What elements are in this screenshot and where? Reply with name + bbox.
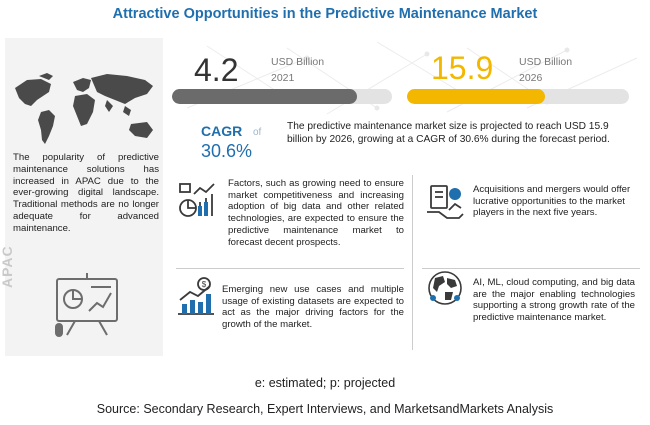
cagr-of-text: of bbox=[253, 127, 262, 138]
horizontal-divider-left bbox=[176, 268, 404, 269]
market-value-2026: 15.9 bbox=[431, 50, 494, 86]
apac-description: The popularity of predictive maintenance… bbox=[13, 152, 159, 234]
factors-icon bbox=[179, 183, 215, 217]
market-bar-2026 bbox=[407, 89, 629, 104]
market-summary: The predictive maintenance market size i… bbox=[287, 121, 610, 145]
apac-panel: The popularity of predictive maintenance… bbox=[0, 38, 163, 356]
cagr-value: 30.6% bbox=[201, 141, 253, 161]
market-bar-2021-fill bbox=[172, 89, 357, 104]
horizontal-divider-right bbox=[422, 268, 640, 269]
region-label: APAC bbox=[0, 245, 15, 288]
vertical-divider bbox=[412, 175, 413, 350]
year-2021: 2021 bbox=[271, 72, 295, 84]
footnote: e: estimated; p: projected bbox=[254, 376, 396, 390]
cagr-label: CAGR bbox=[201, 123, 243, 139]
use-cases-text: Emerging new use cases and multiple usag… bbox=[222, 284, 404, 331]
ai-ml-text: AI, ML, cloud computing, and big data ar… bbox=[473, 277, 635, 324]
market-bar-2021 bbox=[172, 89, 392, 104]
acquisitions-text: Acquisitions and mergers would offer luc… bbox=[473, 184, 631, 219]
market-bar-2026-fill bbox=[407, 89, 545, 104]
unit-2021: USD Billion bbox=[271, 56, 325, 68]
market-value-2021: 4.2 bbox=[194, 52, 239, 88]
source-note: Source: Secondary Research, Expert Inter… bbox=[96, 402, 554, 416]
growth-chart-icon: $ bbox=[178, 277, 214, 315]
acquisition-icon bbox=[427, 185, 464, 219]
analytics-board-icon bbox=[55, 273, 118, 337]
svg-text:$: $ bbox=[202, 280, 207, 289]
world-map-icon bbox=[15, 73, 153, 144]
year-2026: 2026 bbox=[519, 72, 543, 84]
page-title: Attractive Opportunities in the Predicti… bbox=[112, 6, 538, 22]
factors-text: Factors, such as growing need to ensure … bbox=[228, 178, 404, 248]
globe-network-icon bbox=[428, 271, 462, 305]
unit-2026: USD Billion bbox=[519, 56, 573, 68]
